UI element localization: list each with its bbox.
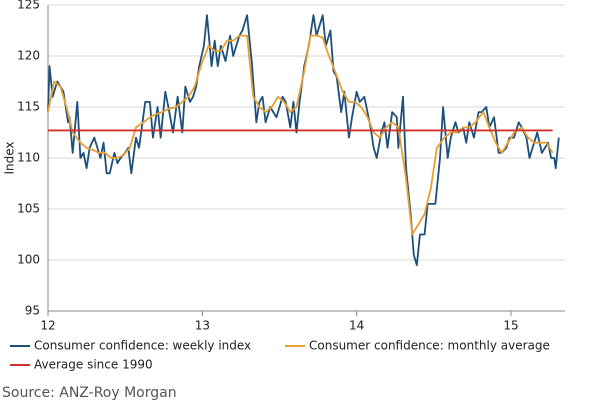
- legend-label: Average since 1990: [34, 358, 153, 372]
- y-tick-label: 105: [17, 202, 40, 216]
- y-tick-label: 125: [17, 0, 40, 12]
- source-note: Source: ANZ-Roy Morgan: [2, 385, 177, 401]
- legend-label: Consumer confidence: weekly index: [34, 339, 251, 353]
- x-tick-label: 12: [40, 319, 55, 333]
- x-tick-label: 15: [503, 319, 518, 333]
- series-line: [47, 14, 560, 266]
- x-tick-label: 14: [349, 319, 364, 333]
- y-tick-label: 95: [25, 304, 40, 318]
- y-tick-label: 120: [17, 49, 40, 63]
- y-tick-label: 110: [17, 151, 40, 165]
- legend-label: Consumer confidence: monthly average: [309, 339, 550, 353]
- y-tick-label: 115: [17, 100, 40, 114]
- y-axis-label: Index: [3, 141, 17, 174]
- y-tick-label: 100: [17, 253, 40, 267]
- series-line: [47, 34, 554, 236]
- x-tick-label: 13: [195, 319, 210, 333]
